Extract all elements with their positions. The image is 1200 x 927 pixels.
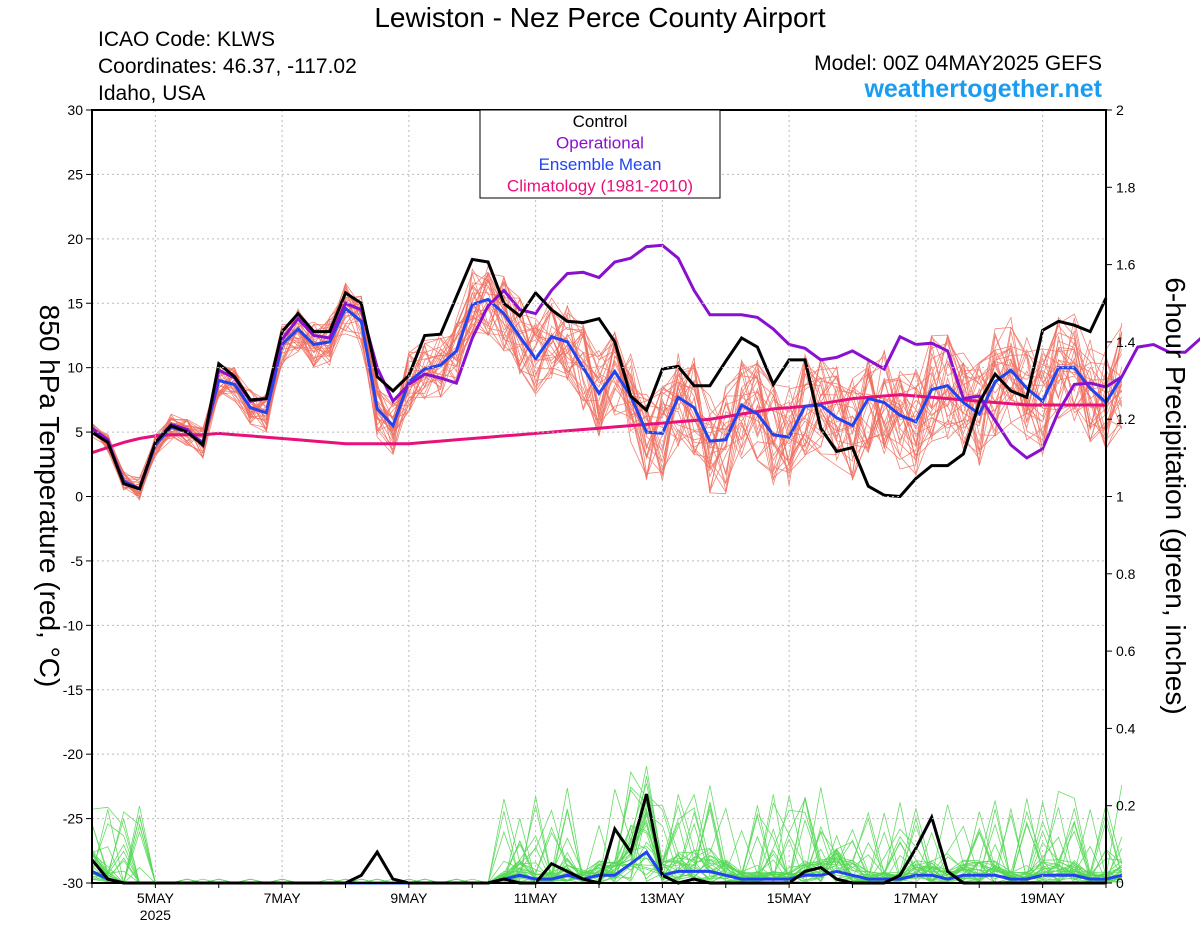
- precip-member-line: [91, 775, 1123, 884]
- x-tick-label: 7MAY: [264, 890, 302, 906]
- legend-box: [479, 109, 721, 199]
- x-tick-label: 13MAY: [640, 890, 686, 906]
- x-year-label: 2025: [140, 907, 171, 923]
- y-tick-label-left: 0: [75, 489, 83, 505]
- x-tick-label: 19MAY: [1020, 890, 1066, 906]
- temperature-member-line: [91, 306, 1122, 499]
- temperature-ensemble-mean-line: [91, 297, 1124, 491]
- model-label: Model: 00Z 04MAY2025 GEFS: [814, 52, 1102, 75]
- climatology-line: [91, 393, 1106, 455]
- y-tick-label-left: 5: [75, 424, 83, 440]
- temperature-member-line: [91, 273, 1123, 495]
- y-tick-label-right: 0.8: [1116, 566, 1136, 582]
- y-tick-label-left: 30: [67, 102, 83, 118]
- y-axis-label-left: 850 hPa Temperature (red, °C): [34, 305, 65, 688]
- y-tick-label-left: 20: [67, 231, 83, 247]
- y-tick-label-right: 0: [1116, 875, 1124, 891]
- y-tick-label-left: -5: [71, 553, 84, 569]
- y-tick-label-right: 1: [1116, 489, 1124, 505]
- x-tick-label: 5MAY: [137, 890, 175, 906]
- chart-axes: 302520151050-5-10-15-20-25-3021.81.61.41…: [63, 102, 1136, 923]
- y-tick-label-left: -20: [63, 746, 83, 762]
- y-tick-label-left: 15: [67, 295, 83, 311]
- y-tick-label-left: -30: [63, 875, 83, 891]
- icao-code: ICAO Code: KLWS: [98, 28, 276, 51]
- precip-member-line: [91, 789, 1122, 884]
- temperature-member-line: [91, 271, 1123, 495]
- y-tick-label-left: -15: [63, 682, 83, 698]
- temperature-control-line: [91, 257, 1108, 499]
- y-tick-label-left: 10: [67, 360, 83, 376]
- temperature-member-line: [91, 280, 1123, 495]
- site-link[interactable]: weathertogether.net: [864, 75, 1102, 103]
- y-tick-label-left: 25: [67, 166, 83, 182]
- temperature-member-line: [91, 276, 1123, 495]
- y-tick-label-right: 1.2: [1116, 411, 1136, 427]
- page-title: Lewiston - Nez Perce County Airport: [374, 2, 826, 33]
- x-tick-label: 11MAY: [514, 890, 558, 906]
- legend-entry: Operational: [556, 134, 644, 153]
- y-tick-label-right: 0.2: [1116, 798, 1136, 814]
- region-label: Idaho, USA: [98, 82, 206, 105]
- temperature-operational-line: [91, 243, 1200, 491]
- chart-legend: Control Operational Ensemble Mean Climatolo…: [479, 109, 721, 199]
- legend-entry: Ensemble Mean: [539, 155, 662, 174]
- temperature-member-line: [91, 272, 1123, 495]
- y-axis-label-right: 6-hour Precipitation (green, inches): [1160, 277, 1191, 714]
- main-series-lines: [90, 243, 1200, 885]
- legend-entry: Climatology (1981-2010): [507, 177, 693, 196]
- coordinates: Coordinates: 46.37, -117.02: [98, 55, 357, 78]
- legend-entry: Control: [573, 112, 628, 131]
- y-tick-label-right: 0.6: [1116, 643, 1136, 659]
- x-tick-label: 15MAY: [767, 890, 813, 906]
- y-tick-label-left: -25: [63, 811, 83, 827]
- x-tick-label: 17MAY: [893, 890, 939, 906]
- y-tick-label-right: 1.6: [1116, 257, 1136, 273]
- y-tick-label-right: 0.4: [1116, 720, 1136, 736]
- ensemble-member-lines: [91, 264, 1123, 884]
- y-tick-label-right: 1.4: [1116, 334, 1136, 350]
- x-tick-label: 9MAY: [390, 890, 428, 906]
- y-tick-label-left: -10: [63, 617, 83, 633]
- y-tick-label-right: 2: [1116, 102, 1124, 118]
- temperature-member-line: [91, 283, 1123, 488]
- y-tick-label-right: 1.8: [1116, 179, 1136, 195]
